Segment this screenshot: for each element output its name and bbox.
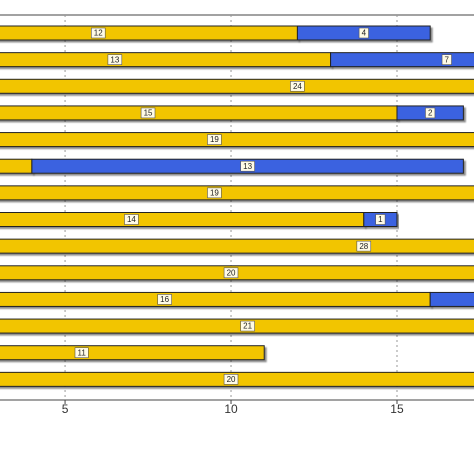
value-label-text: 13 <box>110 55 119 64</box>
value-label-box <box>358 27 369 39</box>
value-label-box <box>425 107 436 119</box>
value-label-box <box>223 374 239 385</box>
value-label: 15 <box>140 107 156 119</box>
value-label: 12 <box>90 27 106 39</box>
value-label-text: 13 <box>243 162 252 171</box>
x-tick-label: 10 <box>224 402 238 416</box>
value-label-box <box>240 160 255 172</box>
value-label: 11 <box>74 347 89 359</box>
bar-segment <box>0 238 474 254</box>
bar-segment <box>0 25 298 41</box>
value-label-box <box>290 80 305 92</box>
value-label-box <box>356 240 372 252</box>
bar-segment <box>0 52 332 68</box>
bar-segment <box>429 291 474 307</box>
value-label: 21 <box>240 320 255 332</box>
value-label: 13 <box>107 54 123 65</box>
value-label: 13 <box>240 160 255 172</box>
value-label-text: 12 <box>94 29 103 38</box>
value-label-box <box>207 187 222 199</box>
value-label-box <box>157 294 172 305</box>
bar-segment <box>0 345 265 361</box>
value-label: 7 <box>441 54 452 65</box>
value-label-text: 4 <box>362 29 367 38</box>
value-label-text: 15 <box>144 109 153 118</box>
value-label-box <box>375 214 386 225</box>
value-label: 14 <box>124 214 139 225</box>
x-tick-label: 5 <box>62 402 69 416</box>
value-label-box <box>441 54 452 65</box>
bar-segment <box>0 212 365 227</box>
value-label-text: 21 <box>243 322 252 331</box>
x-tick-label: 15 <box>390 402 404 416</box>
value-label: 20 <box>223 374 239 385</box>
value-label: 20 <box>223 267 239 279</box>
value-label: 16 <box>157 294 172 305</box>
value-label: 2 <box>425 107 436 119</box>
value-label-text: 14 <box>127 215 136 224</box>
value-label-box <box>207 134 222 145</box>
value-label-text: 7 <box>445 55 450 64</box>
value-label-box <box>223 267 239 279</box>
bar-segment <box>0 185 474 201</box>
value-label-text: 1 <box>378 215 383 224</box>
value-label-text: 11 <box>77 348 86 357</box>
bar-segment <box>0 78 474 94</box>
value-label: 1 <box>375 214 386 225</box>
value-label: 19 <box>207 134 222 145</box>
value-label-text: 20 <box>227 375 236 384</box>
value-label-text: 24 <box>293 82 302 91</box>
plot-frame <box>0 14 474 401</box>
value-label-text: 16 <box>160 295 169 304</box>
value-label-box <box>74 347 89 359</box>
value-label-box <box>107 54 123 65</box>
value-label-text: 2 <box>428 109 433 118</box>
value-label-box <box>124 214 139 225</box>
value-label-box <box>140 107 156 119</box>
value-label-text: 28 <box>359 242 368 251</box>
bar-segment <box>0 318 474 334</box>
bar-segment <box>0 132 474 148</box>
value-label-box <box>90 27 106 39</box>
value-label-box <box>240 320 255 332</box>
value-label: 19 <box>207 187 222 199</box>
bar-segment <box>0 158 33 174</box>
bar-segment <box>330 52 474 68</box>
value-label: 24 <box>290 80 305 92</box>
value-label-text: 20 <box>227 268 236 277</box>
bar-segment <box>0 291 431 307</box>
value-label: 28 <box>356 240 372 252</box>
bar-segment <box>0 105 398 121</box>
value-label-text: 19 <box>210 135 219 144</box>
value-label-text: 19 <box>210 188 219 197</box>
value-label: 4 <box>358 27 369 39</box>
